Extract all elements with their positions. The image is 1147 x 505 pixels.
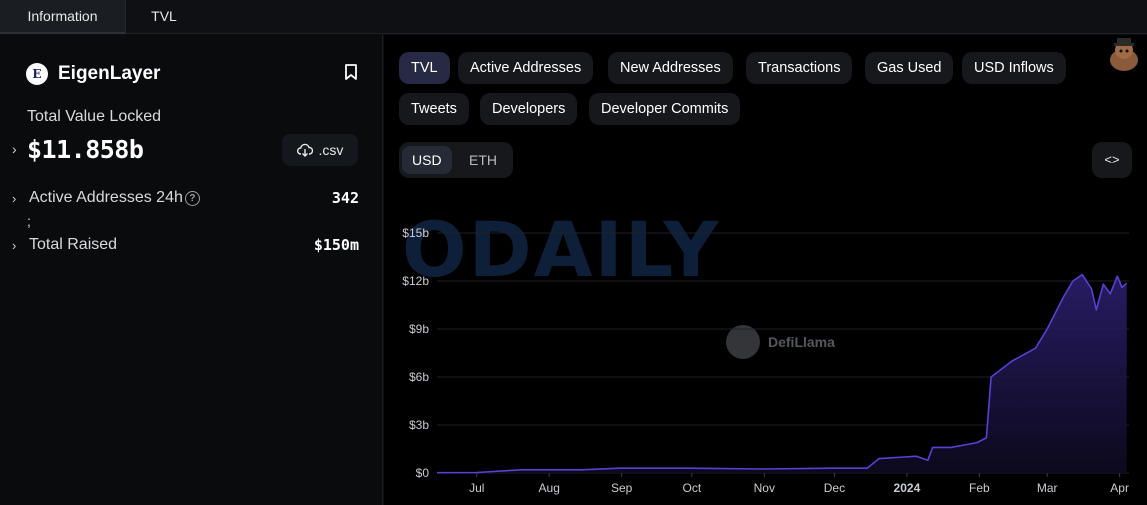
stat-active-addresses[interactable]: › Active Addresses 24h ? 342 [12,187,359,209]
cloud-download-icon [296,143,313,157]
y-tick-label: $6b [409,370,429,384]
protocol-logo: E [26,63,48,85]
tvl-area [437,274,1127,473]
chevron-right-icon: › [12,190,17,206]
y-tick-label: $9b [409,322,429,336]
bookmark-icon[interactable] [343,63,359,81]
x-tick-label: Oct [682,481,701,495]
chart-panel: TVL Active Addresses New Addresses Trans… [384,35,1147,505]
top-tab-bar: Information TVL [0,0,1147,34]
tvl-label: Total Value Locked [27,108,162,125]
y-tick-label: $15b [402,226,429,240]
protocol-name: EigenLayer [58,63,161,84]
protocol-header: E EigenLayer [26,61,160,87]
tvl-value: $11.858b [27,135,144,164]
tvl-chart[interactable]: $0 $3b $6b $9b $12b $15b Jul Aug Sep Oct Nov Dec 202… [384,185,1147,505]
stat-total-raised[interactable]: › Total Raised $150m [12,234,359,256]
odaily-watermark: ODAILY [402,205,721,294]
x-tick-label: Mar [1037,481,1058,495]
x-tick-label: Jul [469,481,484,495]
stat-value: $150m [313,236,359,254]
y-tick-label: $0 [416,466,430,480]
x-tick-label: 2024 [894,481,921,495]
tvl-line [436,273,1128,474]
stat-label: Active Addresses 24h [29,189,183,206]
metric-tab-developer-commits[interactable]: Developer Commits [589,93,741,125]
defillama-label: DefiLlama [768,334,835,350]
currency-eth[interactable]: ETH [469,152,497,168]
x-tick-label: Dec [824,481,845,495]
stat-label: Total Raised [29,236,118,253]
x-tick-label: Sep [611,481,633,495]
metric-tab-active-addresses[interactable]: Active Addresses [458,52,594,84]
tab-tvl[interactable]: TVL [151,8,177,24]
protocol-logo-letter: E [32,67,42,81]
metric-tab-tweets[interactable]: Tweets [399,93,469,125]
llama-avatar-icon[interactable] [1104,35,1144,75]
x-tick-label: Apr [1110,481,1129,495]
protocol-info-panel: E EigenLayer Total Value Locked › $11.85… [0,35,383,505]
chevron-right-icon[interactable]: › [12,141,17,157]
metric-tab-developers[interactable]: Developers [480,93,578,125]
metric-tab-gas-used[interactable]: Gas Used [865,52,954,84]
metric-tab-new-addresses[interactable]: New Addresses [608,52,733,84]
chevron-right-icon: › [12,237,17,253]
csv-label: .csv [318,142,344,158]
defillama-logo-icon [726,325,760,359]
currency-usd[interactable]: USD [402,146,452,174]
metric-tab-usd-inflows[interactable]: USD Inflows [962,52,1066,84]
y-tick-label: $12b [402,274,429,288]
tab-information[interactable]: Information [0,0,126,34]
stat-value: 342 [331,189,359,207]
y-tick-label: $3b [409,418,429,432]
x-tick-label: Nov [754,481,775,495]
currency-toggle: USD ETH [399,142,513,178]
metric-tab-transactions[interactable]: Transactions [746,52,853,84]
download-csv-button[interactable]: .csv [282,134,358,166]
embed-code-button[interactable]: <> [1092,142,1132,178]
stray-text: ; [27,213,31,229]
x-tick-label: Aug [539,481,560,495]
x-tick-label: Feb [969,481,990,495]
help-icon[interactable]: ? [184,190,200,206]
metric-tab-tvl[interactable]: TVL [399,52,450,84]
code-icon: <> [1104,152,1120,167]
defillama-watermark: DefiLlama [726,325,835,359]
